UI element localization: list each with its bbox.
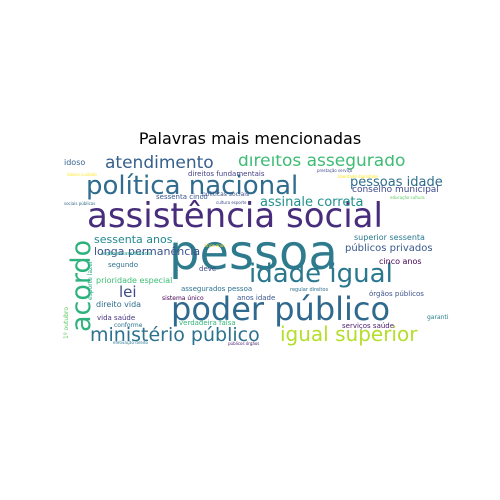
cloud-word-educacao-cultura: educação cultura: [390, 195, 425, 200]
cloud-word-conselho-municipal: conselho municipal: [352, 185, 439, 195]
cloud-word-poder-publico: poder público: [171, 290, 391, 328]
cloud-word-ministerio-publico: ministério público: [90, 324, 260, 346]
cloud-word-sociais-publicas: sociais públicas: [64, 201, 96, 206]
cloud-word-assinale-correta: assinale correta: [260, 195, 364, 210]
cloud-word-assistencia-social: assistência social: [87, 196, 383, 236]
cloud-word-liberdade-dignidade: liberdade dignidade: [338, 174, 378, 179]
cloud-word-1-outubro: 1º outubro: [63, 307, 70, 339]
cloud-word-cinco-anos: cinco anos: [379, 257, 422, 266]
cloud-word-idade-igual: idade igual: [249, 259, 393, 289]
cloud-word-sistema-unico: sistema único: [162, 295, 204, 302]
cloud-word-pessoa: pessoa: [169, 225, 338, 281]
word-cloud: pessoa assistência social poder público pol…: [62, 155, 449, 354]
cloud-word-publicos-privados: públicos privados: [345, 243, 433, 254]
cloud-word-garantia: garantia: [427, 314, 449, 321]
cloud-word-politicas-sociais: politicas sociais: [202, 191, 250, 198]
cloud-word-pessoas-idade: pessoas idade: [350, 175, 443, 190]
cloud-word-cultura-esporte: cultura esporte: [216, 200, 247, 205]
cloud-word-idosos-cuidado: idosos cuidado: [67, 172, 97, 177]
cloud-word-idoso: idoso: [64, 158, 86, 167]
cloud-word-orgaos-publicos: órgãos públicos: [369, 290, 424, 298]
cloud-word-vida-saude: vida saúde: [97, 314, 136, 322]
cloud-word-assegurados-pessoa: assegurados pessoa: [181, 285, 253, 293]
cloud-word-direito-vida: direito vida: [96, 300, 142, 309]
cloud-word-sessenta-anos: sessenta anos: [94, 233, 173, 246]
cloud-word-cinco-anos-small: cinco anos: [204, 243, 226, 248]
cloud-word-prestacao-servico: prestação serviço: [317, 168, 353, 173]
cloud-word-regular-direitos: regular direitos: [290, 287, 329, 293]
cloud-word-sessenta-cinco: sessenta cinco: [156, 193, 208, 201]
cloud-word-igual-superior: igual superior: [280, 322, 418, 346]
cloud-word-longa-permanencia: longa permanência: [94, 245, 201, 258]
cloud-word-deve: deve: [199, 265, 217, 273]
chart-title: Palavras mais mencionadas: [138, 129, 362, 148]
cloud-word-conforme: conforme: [114, 322, 143, 329]
cloud-word-lei: lei: [119, 283, 137, 301]
cloud-word-direitos-fundamentais: direitos fundamentais: [188, 170, 265, 178]
cloud-word-direitos-assegurado: direitos assegurado: [238, 155, 406, 171]
cloud-word-esporte-lazer: esporte lazer: [87, 260, 94, 300]
cloud-word-verdadeira-falsa: verdadeira falsa: [179, 319, 236, 327]
cloud-word-organica-assistencia: orgânica assistência: [101, 251, 152, 257]
cloud-word-efetivacao-direito: efetivação direito: [113, 340, 148, 345]
cloud-word-prioridade-especial: prioridade especial: [96, 276, 173, 285]
cloud-word-segundo: segundo: [108, 261, 138, 269]
cloud-word-publicos-orgaos: públicos órgãos: [228, 341, 260, 346]
cloud-word-atendimento: atendimento: [105, 155, 214, 173]
cloud-word-superior-sessenta: superior sessenta: [354, 233, 425, 242]
cloud-word-anos-idade: anos idade: [237, 294, 276, 302]
cloud-word-servicos-saude: serviços saúde: [342, 322, 395, 330]
cloud-word-politica-nacional: política nacional: [86, 171, 299, 201]
